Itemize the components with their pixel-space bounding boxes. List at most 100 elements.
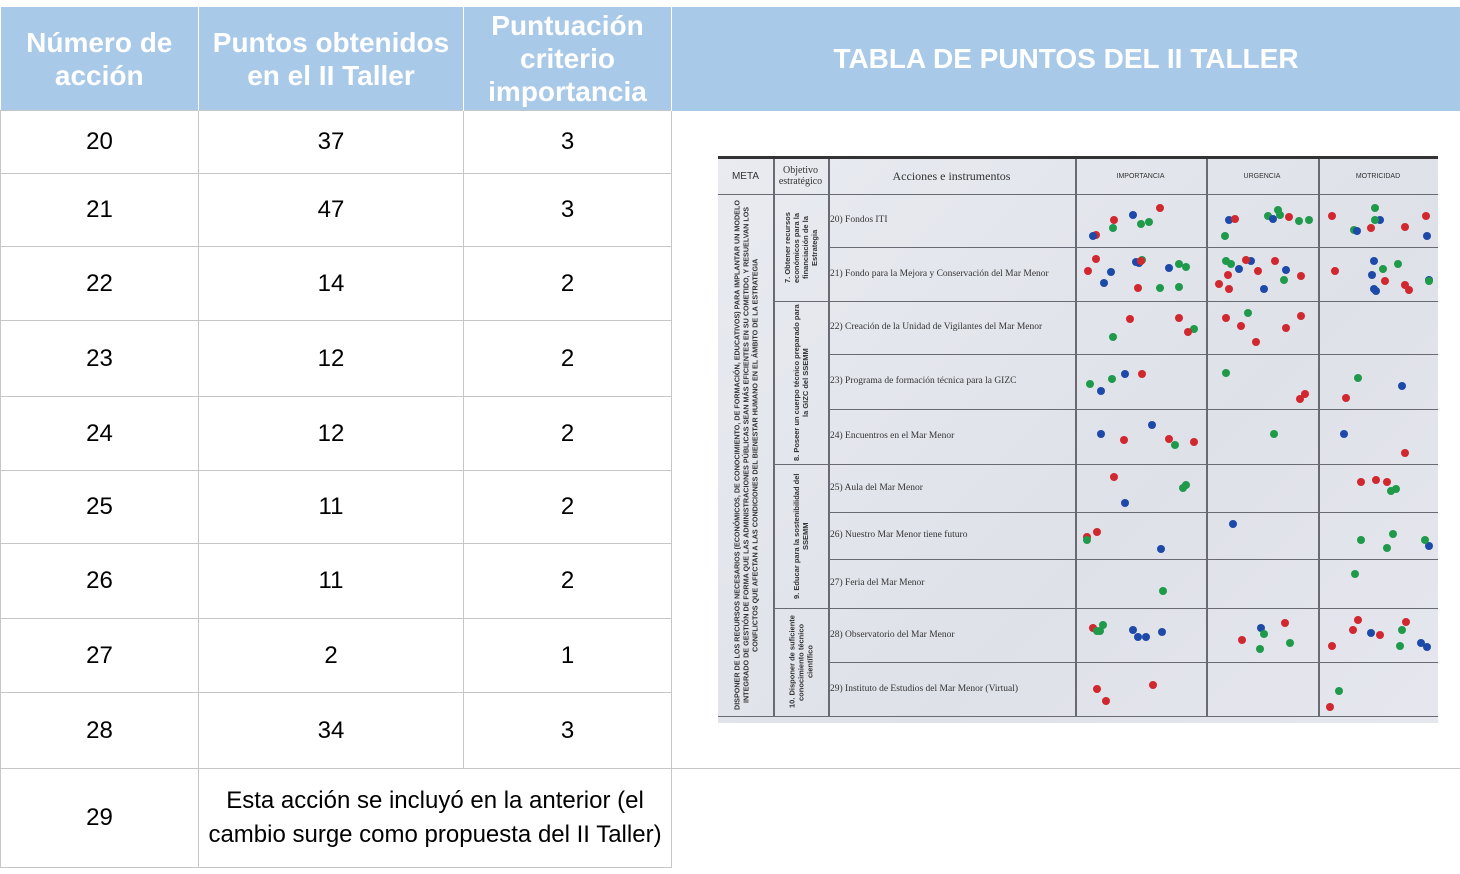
board-line — [718, 194, 1438, 196]
board-line — [1206, 159, 1208, 716]
sticker-dot — [1100, 279, 1108, 287]
sticker-dot — [1165, 264, 1173, 272]
sticker-dot — [1286, 639, 1294, 647]
sticker-dot — [1229, 520, 1237, 528]
sticker-dot — [1145, 218, 1153, 226]
sticker-dot — [1335, 687, 1343, 695]
sticker-dot — [1120, 436, 1128, 444]
board-objective: 8. Poseer un cuerpo técnico preparado pa… — [778, 304, 824, 461]
board-line — [773, 464, 828, 466]
table-cell: 26 — [1, 544, 199, 619]
sticker-dot — [1376, 631, 1384, 639]
sticker-dot — [1182, 263, 1190, 271]
board-header: Objetivo estratégico — [773, 159, 828, 194]
sticker-dot — [1417, 639, 1425, 647]
sticker-dot — [1260, 285, 1268, 293]
sticker-dot — [1372, 476, 1380, 484]
sticker-dot — [1351, 570, 1359, 578]
table-cell: Esta acción se incluyó en la anterior (e… — [199, 769, 672, 868]
board-line — [773, 301, 828, 303]
board-objective: 10. Disponer de suficiente conocimiento … — [778, 611, 824, 713]
board-header: Acciones e instrumentos — [828, 159, 1075, 194]
sticker-dot — [1221, 232, 1229, 240]
sticker-dot — [1225, 285, 1233, 293]
sticker-dot — [1379, 265, 1387, 273]
table-cell: 12 — [199, 321, 464, 397]
sticker-dot — [1086, 380, 1094, 388]
sticker-dot — [1401, 223, 1409, 231]
sticker-dot — [1252, 338, 1260, 346]
sticker-dot — [1222, 314, 1230, 322]
sticker-dot — [1280, 276, 1288, 284]
sticker-dot — [1222, 257, 1230, 265]
header-cell: TABLA DE PUNTOS DEL II TALLER — [672, 7, 1460, 111]
sticker-dot — [1389, 530, 1397, 538]
sticker-dot — [1274, 206, 1282, 214]
board-action: 25) Aula del Mar Menor — [830, 464, 1075, 512]
sticker-dot — [1159, 587, 1167, 595]
table-cell: 22 — [1, 247, 199, 321]
sticker-dot — [1102, 697, 1110, 705]
sticker-dot — [1425, 277, 1433, 285]
sticker-dot — [1238, 636, 1246, 644]
sticker-dot — [1110, 473, 1118, 481]
table-cell: 21 — [1, 174, 199, 247]
sticker-dot — [1244, 309, 1252, 317]
sticker-dot — [1256, 645, 1264, 653]
table-cell: 2 — [464, 397, 672, 471]
table-cell: 14 — [199, 247, 464, 321]
sticker-dot — [1149, 681, 1157, 689]
table-cell: 12 — [199, 397, 464, 471]
sticker-dot — [1242, 256, 1250, 264]
sticker-dot — [1083, 536, 1091, 544]
board-action: 22) Creación de la Unidad de Vigilantes … — [830, 301, 1075, 354]
sticker-dot — [1270, 430, 1278, 438]
sticker-dot — [1108, 375, 1116, 383]
sticker-dot — [1137, 257, 1145, 265]
sticker-dot — [1398, 626, 1406, 634]
sticker-dot — [1175, 283, 1183, 291]
sticker-dot — [1357, 478, 1365, 486]
sticker-dot — [1342, 394, 1350, 402]
sticker-dot — [1089, 232, 1097, 240]
sticker-dot — [1158, 628, 1166, 636]
sticker-dot — [1305, 216, 1313, 224]
board-action: 23) Programa de formación técnica para l… — [830, 354, 1075, 409]
table-cell: 28 — [1, 693, 199, 769]
sticker-dot — [1301, 390, 1309, 398]
sticker-dot — [1285, 213, 1293, 221]
board-action: 24) Encuentros en el Mar Menor — [830, 409, 1075, 464]
sticker-dot — [1142, 633, 1150, 641]
sticker-dot — [1126, 315, 1134, 323]
sticker-dot — [1215, 280, 1223, 288]
sticker-dot — [1260, 630, 1268, 638]
sticker-dot — [1254, 267, 1262, 275]
board-header: URGENCIA — [1206, 159, 1318, 194]
sticker-dot — [1093, 528, 1101, 536]
sticker-dot — [1421, 536, 1429, 544]
sticker-dot — [1328, 212, 1336, 220]
sticker-dot — [1134, 633, 1142, 641]
sticker-dot — [1121, 499, 1129, 507]
sticker-dot — [1370, 285, 1378, 293]
board-action: 27) Feria del Mar Menor — [830, 559, 1075, 608]
table-cell: 3 — [464, 111, 672, 174]
table-cell: 24 — [1, 397, 199, 471]
sticker-dot — [1381, 277, 1389, 285]
sticker-dot — [1425, 542, 1433, 550]
board-line — [1075, 159, 1077, 716]
sticker-dot — [1295, 217, 1303, 225]
sticker-dot — [1392, 485, 1400, 493]
sticker-dot — [1340, 430, 1348, 438]
sticker-dot — [1326, 703, 1334, 711]
sticker-dot — [1182, 481, 1190, 489]
sticker-dot — [1237, 322, 1245, 330]
